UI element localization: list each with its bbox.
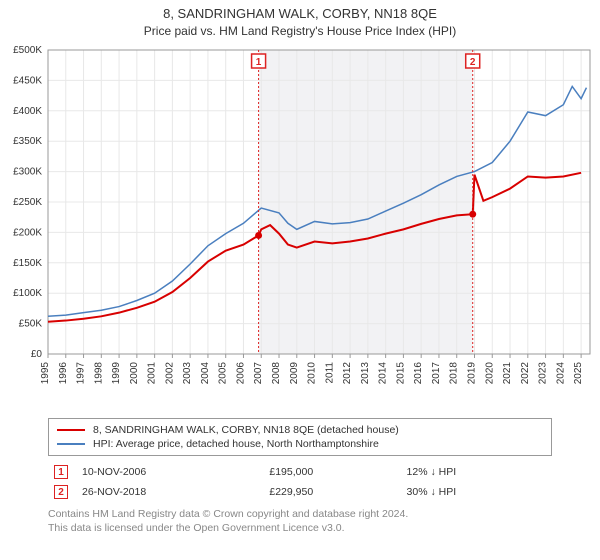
svg-text:1998: 1998 [93, 362, 104, 385]
svg-text:£200K: £200K [13, 227, 42, 238]
sale-date: 26-NOV-2018 [76, 482, 263, 502]
svg-text:2004: 2004 [200, 362, 211, 385]
svg-text:2006: 2006 [235, 362, 246, 385]
table-row: 2 26-NOV-2018 £229,950 30% ↓ HPI [48, 482, 552, 502]
svg-text:£300K: £300K [13, 167, 42, 178]
sale-marker-1: 1 [54, 465, 68, 479]
svg-text:2025: 2025 [573, 362, 584, 385]
svg-text:2017: 2017 [431, 362, 442, 385]
legend-item-series-b: HPI: Average price, detached house, Nort… [57, 437, 543, 451]
svg-text:2016: 2016 [413, 362, 424, 385]
legend-label-b: HPI: Average price, detached house, Nort… [93, 438, 379, 450]
svg-text:1997: 1997 [76, 362, 87, 385]
svg-text:2008: 2008 [271, 362, 282, 385]
legend: 8, SANDRINGHAM WALK, CORBY, NN18 8QE (de… [48, 418, 552, 456]
sale-price: £195,000 [263, 462, 400, 482]
svg-text:2023: 2023 [538, 362, 549, 385]
svg-text:£400K: £400K [13, 106, 42, 117]
svg-text:£350K: £350K [13, 136, 42, 147]
svg-text:2018: 2018 [449, 362, 460, 385]
legend-item-series-a: 8, SANDRINGHAM WALK, CORBY, NN18 8QE (de… [57, 423, 543, 437]
svg-text:2000: 2000 [129, 362, 140, 385]
svg-text:£0: £0 [31, 349, 43, 360]
svg-text:2021: 2021 [502, 362, 513, 385]
sale-date: 10-NOV-2006 [76, 462, 263, 482]
svg-text:2014: 2014 [378, 362, 389, 385]
svg-text:2007: 2007 [253, 362, 264, 385]
svg-text:2015: 2015 [395, 362, 406, 385]
svg-text:2010: 2010 [307, 362, 318, 385]
svg-text:1995: 1995 [40, 362, 51, 385]
svg-text:1996: 1996 [58, 362, 69, 385]
svg-text:2012: 2012 [342, 362, 353, 385]
svg-text:2019: 2019 [466, 362, 477, 385]
sale-delta: 30% ↓ HPI [401, 482, 552, 502]
svg-text:2001: 2001 [147, 362, 158, 385]
svg-text:2022: 2022 [520, 362, 531, 385]
footer-line1: Contains HM Land Registry data © Crown c… [48, 508, 552, 522]
svg-text:2002: 2002 [164, 362, 175, 385]
svg-text:£50K: £50K [19, 319, 43, 330]
page-title: 8, SANDRINGHAM WALK, CORBY, NN18 8QE [0, 0, 600, 21]
svg-text:2009: 2009 [289, 362, 300, 385]
sale-price: £229,950 [263, 482, 400, 502]
chart-container: £0 £50K £100K £150K £200K £250K £300K £350K £400… [0, 44, 600, 414]
svg-text:2024: 2024 [555, 362, 566, 385]
sales-table: 1 10-NOV-2006 £195,000 12% ↓ HPI 2 26-NO… [48, 462, 552, 502]
svg-text:£450K: £450K [13, 75, 42, 86]
legend-swatch-b [57, 443, 85, 445]
sale-delta: 12% ↓ HPI [401, 462, 552, 482]
svg-text:2003: 2003 [182, 362, 193, 385]
svg-text:2020: 2020 [484, 362, 495, 385]
svg-text:£100K: £100K [13, 288, 42, 299]
svg-text:2: 2 [470, 57, 476, 68]
svg-text:£250K: £250K [13, 197, 42, 208]
svg-text:1: 1 [256, 57, 262, 68]
svg-text:2011: 2011 [324, 362, 335, 384]
svg-text:2013: 2013 [360, 362, 371, 385]
page-subtitle: Price paid vs. HM Land Registry's House … [0, 21, 600, 44]
footer-line2: This data is licensed under the Open Gov… [48, 522, 552, 536]
svg-text:1999: 1999 [111, 362, 122, 385]
legend-label-a: 8, SANDRINGHAM WALK, CORBY, NN18 8QE (de… [93, 424, 399, 436]
svg-text:£500K: £500K [13, 45, 42, 56]
legend-swatch-a [57, 429, 85, 431]
footer: Contains HM Land Registry data © Crown c… [48, 508, 552, 535]
svg-text:2005: 2005 [218, 362, 229, 385]
table-row: 1 10-NOV-2006 £195,000 12% ↓ HPI [48, 462, 552, 482]
price-chart: £0 £50K £100K £150K £200K £250K £300K £350K £400… [0, 44, 600, 414]
svg-text:£150K: £150K [13, 258, 42, 269]
sale-marker-2: 2 [54, 485, 68, 499]
